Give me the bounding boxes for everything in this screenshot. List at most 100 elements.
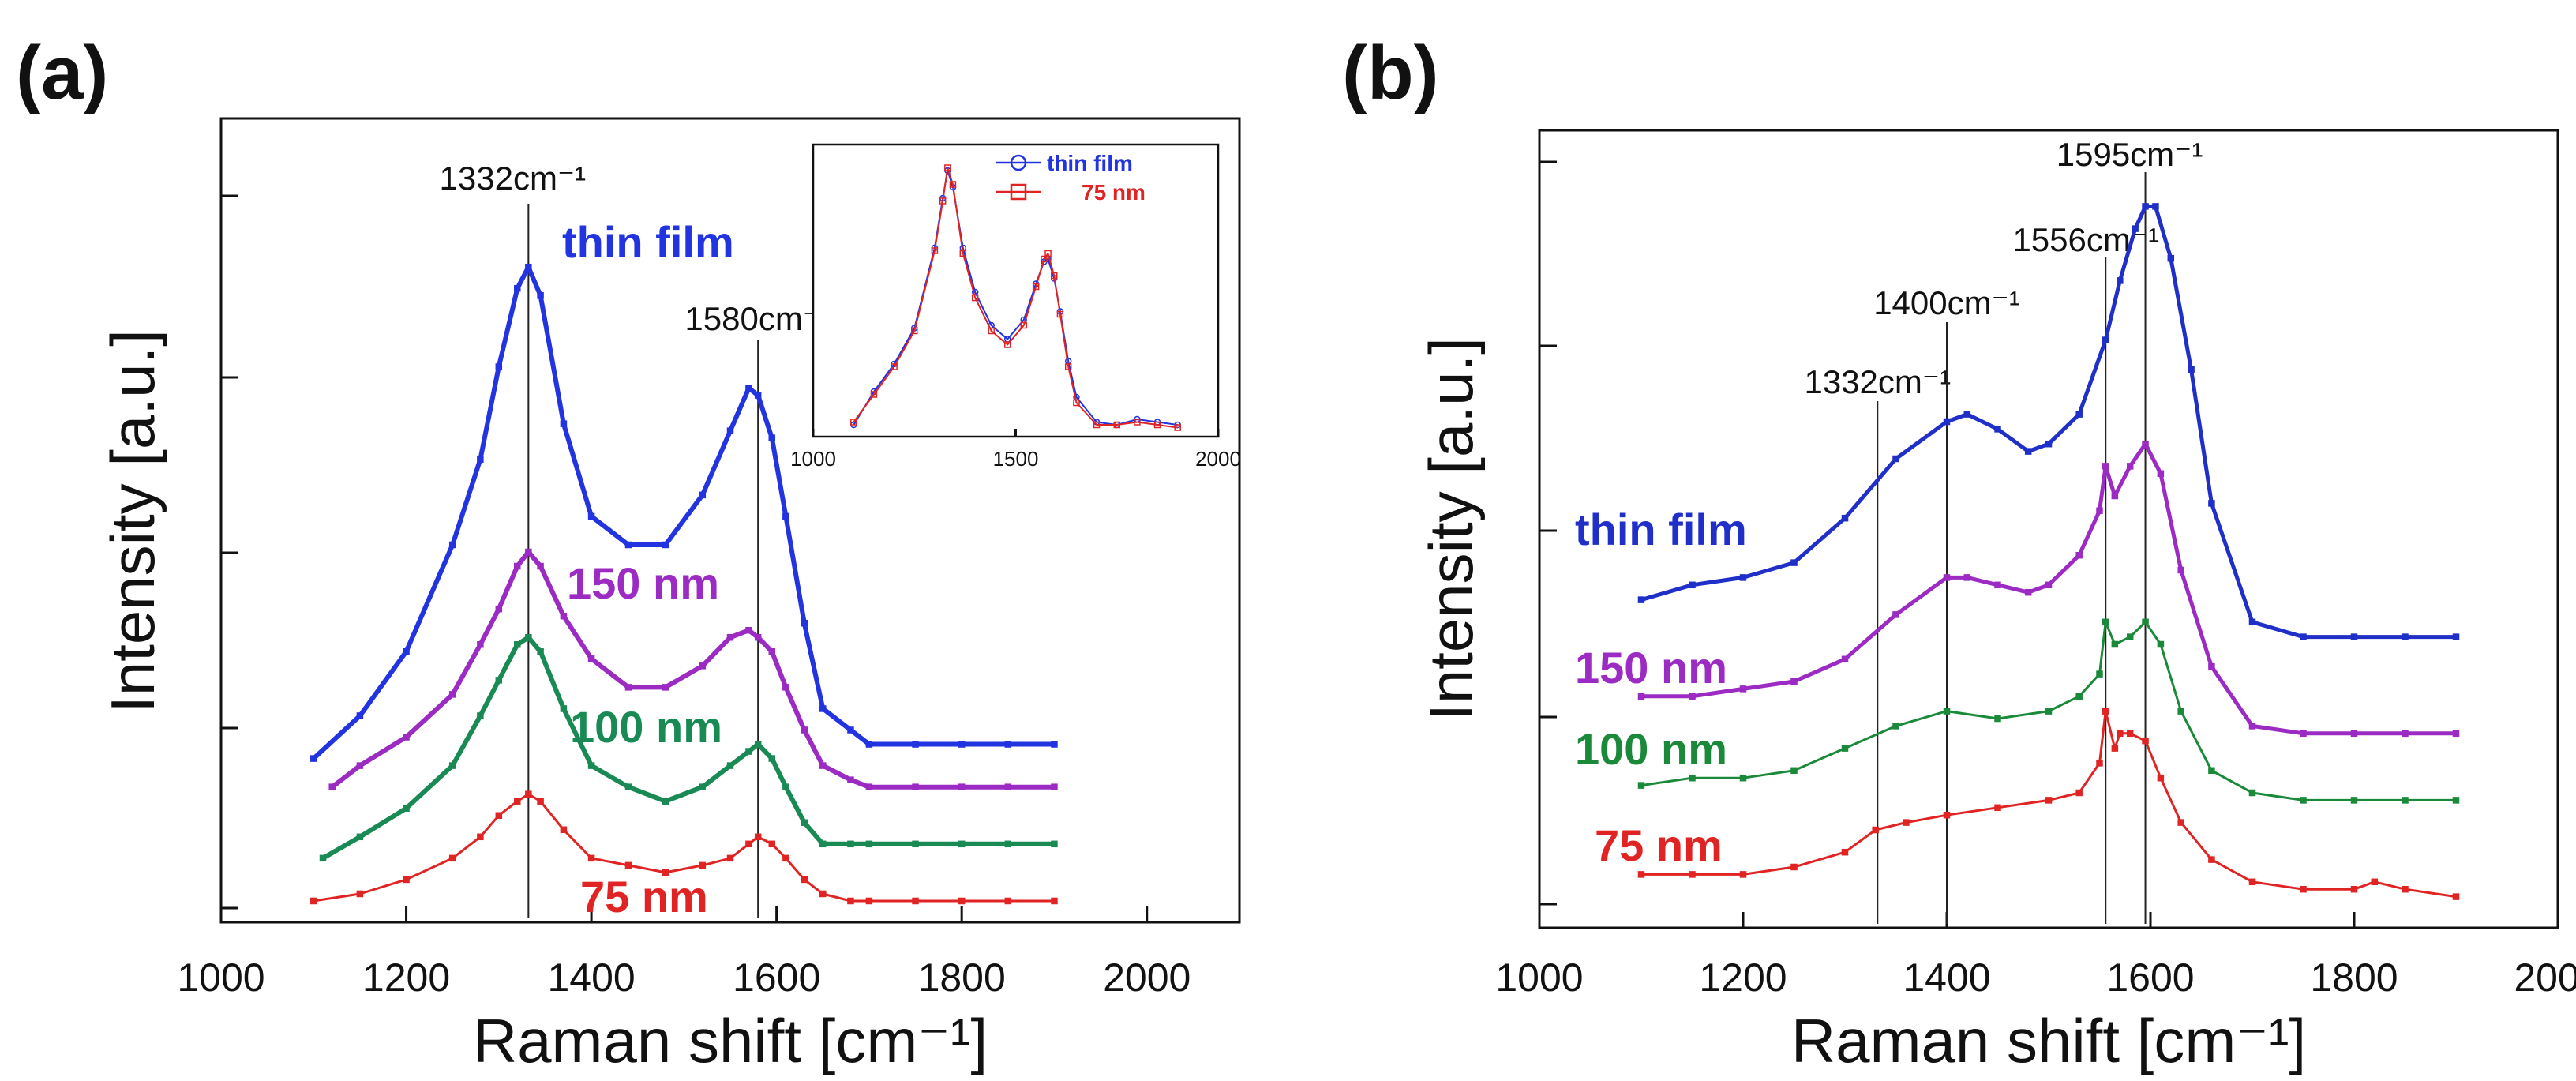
b-point-150-nm — [2248, 723, 2256, 730]
a-point-75-nm — [310, 897, 317, 905]
b-point-thin-film — [2024, 448, 2032, 455]
panel-a-inset: 1000 1500 2000 thin film 75 nm — [790, 143, 1241, 471]
inset-point-75-nm — [988, 327, 995, 335]
b-point-thin-film — [2452, 633, 2460, 640]
panel-label-b: (b) — [1342, 31, 1439, 115]
b-point-thin-film — [2152, 203, 2159, 210]
a-point-150-nm — [477, 641, 484, 648]
a-point-100-nm — [525, 633, 532, 641]
b-x-tick-label-1400: 1400 — [1903, 955, 1990, 1000]
inset-point-75-nm — [959, 250, 967, 257]
b-point-100-nm — [2111, 640, 2119, 648]
b-point-150-nm — [2111, 492, 2119, 500]
a-x-axis-title: Raman shift [cm⁻¹] — [473, 1006, 988, 1075]
a-point-150-nm — [624, 684, 632, 691]
inset-point-75-nm — [1041, 255, 1048, 263]
b-point-100-nm — [2300, 797, 2307, 804]
inset-series — [850, 164, 1181, 431]
b-point-75-nm — [2300, 885, 2307, 893]
a-point-100-nm — [768, 755, 776, 762]
a-x-tick-label-1600: 1600 — [733, 955, 820, 1000]
b-point-75-nm — [1739, 871, 1747, 878]
a-point-75-nm — [495, 812, 503, 819]
a-point-75-nm — [745, 840, 752, 848]
b-point-150-nm — [2024, 588, 2032, 596]
legend-square-marker-icon — [1010, 183, 1027, 201]
b-point-150-nm — [2126, 463, 2134, 470]
a-point-150-nm — [865, 783, 873, 790]
b-point-100-nm — [1892, 723, 1899, 730]
b-point-thin-film — [2075, 411, 2083, 418]
panel-a-x-ticks: 1000 1200 1400 1600 1800 2000 — [177, 906, 1191, 1000]
a-point-100-nm — [587, 762, 595, 769]
b-point-75-nm — [1994, 804, 2001, 812]
b-point-75-nm — [1841, 848, 1849, 856]
b-point-thin-film — [1963, 411, 1971, 418]
a-point-thin-film — [847, 726, 854, 734]
b-point-100-nm — [2142, 618, 2149, 626]
inset-x-ticks: 1000 1500 2000 — [790, 429, 1241, 471]
b-point-150-nm — [2350, 730, 2358, 738]
b-point-75-nm — [2075, 789, 2083, 797]
a-point-thin-film — [726, 427, 734, 434]
a-point-thin-film — [912, 741, 919, 748]
b-point-75-nm — [2452, 893, 2460, 900]
inset-point-75-nm — [1050, 272, 1058, 280]
a-point-75-nm — [768, 840, 776, 848]
a-point-thin-film — [1004, 741, 1012, 748]
b-point-150-nm — [2096, 507, 2103, 515]
a-point-150-nm — [1051, 783, 1058, 790]
a-point-75-nm — [560, 826, 568, 834]
b-point-100-nm — [2177, 708, 2184, 715]
a-point-150-nm — [745, 626, 752, 634]
inset-point-75-nm — [949, 181, 957, 188]
b-point-100-nm — [1841, 745, 1849, 752]
b-peak-label-1332: 1332cm⁻¹ — [1804, 363, 1951, 400]
panel-a-y-ticks — [221, 194, 238, 910]
b-point-100-nm — [2096, 670, 2103, 678]
a-point-100-nm — [912, 840, 919, 848]
a-point-thin-film — [768, 434, 776, 441]
b-point-100-nm — [1943, 708, 1951, 715]
b-point-75-nm — [1943, 811, 1951, 819]
a-peak-label-1580: 1580cm⁻¹ — [684, 300, 831, 337]
a-point-75-nm — [801, 876, 808, 884]
b-label-150nm: 150 nm — [1575, 643, 1727, 693]
a-point-thin-film — [495, 363, 503, 370]
a-point-150-nm — [782, 684, 789, 691]
inset-point-75-nm — [850, 419, 857, 426]
inset-point-75-nm — [891, 363, 898, 370]
a-point-150-nm — [768, 648, 776, 655]
b-point-150-nm — [1892, 611, 1899, 618]
a-x-tick-label-1400: 1400 — [547, 955, 635, 1000]
b-point-100-nm — [2126, 633, 2134, 640]
a-point-thin-film — [754, 392, 762, 399]
inset-point-75-nm — [1174, 424, 1181, 431]
a-point-thin-film — [537, 292, 544, 299]
b-point-100-nm — [2452, 797, 2460, 804]
b-point-150-nm — [1739, 685, 1747, 693]
b-point-150-nm — [1963, 574, 1971, 581]
a-point-75-nm — [587, 854, 595, 862]
b-point-thin-film — [2167, 254, 2175, 262]
b-point-100-nm — [2157, 640, 2165, 648]
a-point-100-nm — [356, 833, 364, 841]
b-point-75-nm — [2142, 737, 2149, 745]
a-point-75-nm — [1004, 897, 1012, 905]
a-point-150-nm — [801, 726, 808, 734]
b-point-150-nm — [2177, 566, 2184, 574]
a-point-150-nm — [958, 783, 966, 790]
inset-x-tick-label-1500: 1500 — [993, 447, 1039, 471]
b-point-100-nm — [1689, 774, 1696, 782]
a-point-150-nm — [847, 776, 854, 783]
b-point-thin-film — [1637, 596, 1645, 603]
b-point-thin-film — [2188, 366, 2195, 373]
a-y-axis-title: Intensity [a.u.] — [98, 329, 167, 713]
a-point-75-nm — [865, 897, 873, 905]
a-point-thin-film — [403, 648, 410, 655]
a-point-thin-film — [801, 619, 808, 627]
b-line-thin-film — [1640, 204, 2456, 640]
b-point-150-nm — [1841, 655, 1849, 663]
a-point-thin-film — [958, 741, 966, 748]
a-point-100-nm — [865, 840, 873, 848]
